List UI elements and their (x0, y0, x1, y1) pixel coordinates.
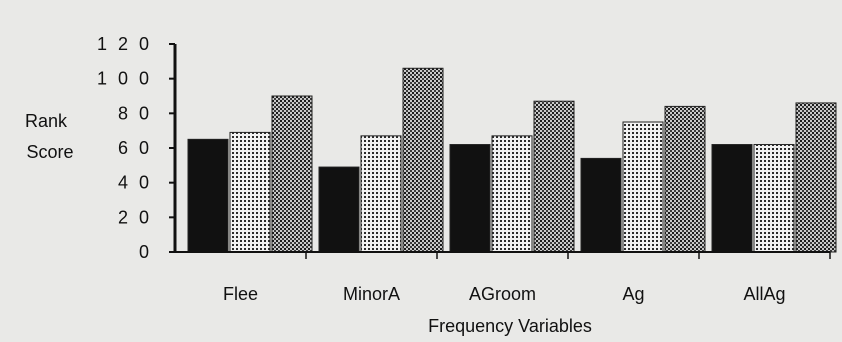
bar-minora-series-2 (360, 135, 402, 253)
x-axis-title: Frequency Variables (428, 316, 592, 336)
y-tick-label: 2 0 (118, 207, 152, 227)
x-tick-label-agroom: AGroom (469, 284, 536, 304)
y-tick-label: 1 2 0 (97, 34, 152, 54)
bar-flee-series-1 (187, 138, 229, 253)
bar-ag-series-3 (664, 105, 706, 253)
bar-minora-series-1 (318, 166, 360, 253)
y-tick-label: 8 0 (118, 103, 152, 123)
bars-group (187, 67, 837, 253)
y-tick-label: 6 0 (118, 138, 152, 158)
bar-allag-series-3 (795, 102, 837, 253)
bar-flee-series-3 (271, 95, 313, 253)
bar-ag-series-2 (622, 121, 664, 253)
x-tick-label-flee: Flee (223, 284, 258, 304)
bar-ag-series-1 (580, 157, 622, 253)
axis-ticks (169, 43, 831, 259)
bar-minora-series-3 (402, 67, 444, 253)
bar-flee-series-2 (229, 131, 271, 253)
y-axis-tick-labels: 1 2 0 1 0 0 8 0 6 0 4 0 2 0 0 (97, 34, 152, 262)
y-axis-title-line1: Rank (25, 111, 68, 131)
bar-allag-series-2 (753, 144, 795, 253)
y-tick-label: 4 0 (118, 173, 152, 193)
bar-agroom-series-2 (491, 135, 533, 253)
y-axis-title-line2: Score (26, 142, 73, 162)
y-tick-label: 1 0 0 (97, 69, 152, 89)
x-axis-tick-labels: Flee MinorA AGroom Ag AllAg (223, 284, 786, 304)
x-tick-label-ag: Ag (622, 284, 644, 304)
bar-agroom-series-3 (533, 100, 575, 253)
x-tick-label-allag: AllAg (743, 284, 785, 304)
y-tick-label: 0 (139, 242, 152, 262)
bar-allag-series-1 (711, 144, 753, 253)
bar-agroom-series-1 (449, 144, 491, 253)
x-tick-label-minora: MinorA (343, 284, 400, 304)
